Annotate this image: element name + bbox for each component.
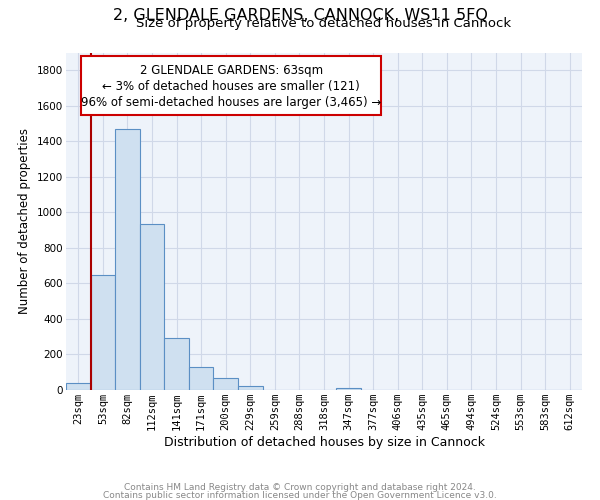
Text: 2 GLENDALE GARDENS: 63sqm: 2 GLENDALE GARDENS: 63sqm [140, 64, 323, 78]
Bar [164, 338, 189, 390]
Bar [238, 386, 263, 390]
FancyBboxPatch shape [82, 56, 381, 115]
Bar [66, 383, 91, 390]
Bar [91, 274, 115, 390]
Text: ← 3% of detached houses are smaller (121): ← 3% of detached houses are smaller (121… [102, 80, 360, 93]
Bar [214, 378, 238, 390]
Text: Contains public sector information licensed under the Open Government Licence v3: Contains public sector information licen… [103, 490, 497, 500]
Text: 96% of semi-detached houses are larger (3,465) →: 96% of semi-detached houses are larger (… [81, 96, 381, 108]
Bar [115, 129, 140, 390]
Text: 2, GLENDALE GARDENS, CANNOCK, WS11 5FQ: 2, GLENDALE GARDENS, CANNOCK, WS11 5FQ [113, 8, 487, 22]
Y-axis label: Number of detached properties: Number of detached properties [19, 128, 31, 314]
Text: Contains HM Land Registry data © Crown copyright and database right 2024.: Contains HM Land Registry data © Crown c… [124, 484, 476, 492]
Bar [336, 388, 361, 390]
Title: Size of property relative to detached houses in Cannock: Size of property relative to detached ho… [136, 18, 512, 30]
X-axis label: Distribution of detached houses by size in Cannock: Distribution of detached houses by size … [163, 436, 485, 449]
Bar [189, 367, 214, 390]
Bar [140, 224, 164, 390]
